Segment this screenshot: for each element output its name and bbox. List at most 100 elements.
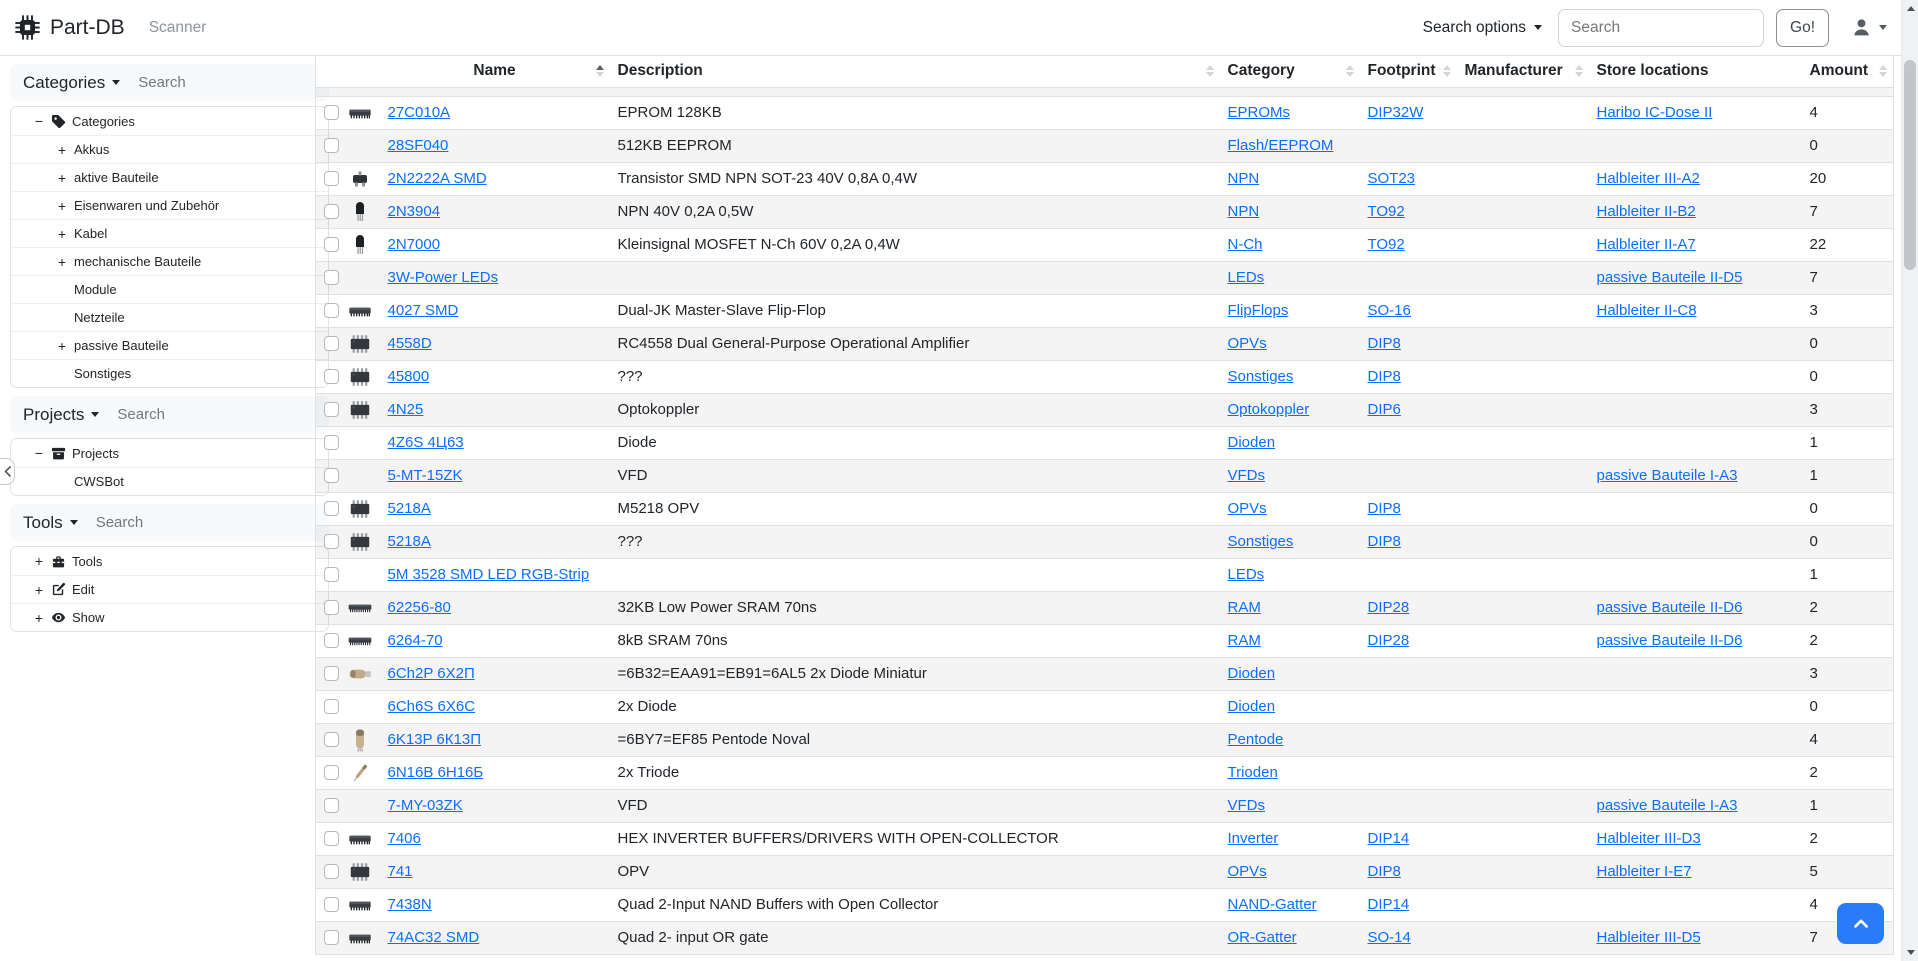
row-select-checkbox[interactable] [324, 270, 339, 285]
column-header-name[interactable]: Name [379, 56, 610, 88]
part-name-link[interactable]: 3W-Power LEDs [387, 269, 499, 286]
collapse-toggle-icon[interactable]: − [34, 113, 44, 129]
part-name-link[interactable]: 6264-70 [387, 632, 443, 649]
row-select-checkbox[interactable] [324, 171, 339, 186]
tree-item-kabel[interactable]: + Kabel [11, 219, 328, 247]
part-footprint-link[interactable]: SO-16 [1367, 302, 1411, 319]
column-header-amount[interactable]: Amount [1801, 56, 1894, 88]
tree-item-projects[interactable]: − Projects [11, 439, 328, 467]
part-footprint-link[interactable]: DIP8 [1367, 863, 1401, 880]
part-category-link[interactable]: VFDs [1227, 797, 1266, 814]
part-footprint-link[interactable]: DIP32W [1367, 104, 1424, 121]
scrollbar-up-arrow[interactable] [1902, 0, 1918, 17]
part-name-link[interactable]: 5M 3528 SMD LED RGB-Strip [387, 566, 590, 583]
part-footprint-link[interactable]: DIP28 [1367, 599, 1410, 616]
part-name-link[interactable]: 2N3904 [387, 203, 441, 220]
column-header-footprint[interactable]: Footprint [1359, 56, 1457, 88]
scrollbar-down-arrow[interactable] [1902, 944, 1918, 961]
column-header-manufacturer[interactable]: Manufacturer [1456, 56, 1589, 88]
part-name-link[interactable]: 7406 [387, 830, 421, 847]
column-header-store_locations[interactable]: Store locations [1588, 56, 1802, 88]
part-category-link[interactable]: Inverter [1227, 830, 1279, 847]
part-name-link[interactable]: 7-MY-03ZK [387, 797, 463, 814]
part-category-link[interactable]: NPN [1227, 203, 1260, 220]
part-category-link[interactable]: OPVs [1227, 500, 1267, 517]
part-name-link[interactable]: 62256-80 [387, 599, 451, 616]
part-category-link[interactable]: Pentode [1227, 731, 1284, 748]
row-select-checkbox[interactable] [324, 600, 339, 615]
part-store-location-link[interactable]: Halbleiter II-B2 [1596, 203, 1696, 220]
global-search-input[interactable] [1558, 8, 1765, 47]
part-category-link[interactable]: NAND-Gatter [1227, 896, 1317, 913]
expand-toggle-icon[interactable]: + [57, 141, 67, 158]
tree-item-cwsbot[interactable]: +CWSBot [11, 467, 328, 495]
part-category-link[interactable]: OPVs [1227, 335, 1267, 352]
part-store-location-link[interactable]: passive Bauteile II-D5 [1596, 269, 1743, 286]
categories-dropdown-toggle[interactable]: Categories [23, 73, 121, 93]
projects-dropdown-toggle[interactable]: Projects [23, 405, 100, 425]
part-category-link[interactable]: Dioden [1227, 698, 1276, 715]
part-name-link[interactable]: 6K13P 6К13П [387, 731, 481, 748]
expand-toggle-icon[interactable]: + [57, 337, 67, 354]
part-name-link[interactable]: 4558D [387, 335, 432, 352]
tree-item-module[interactable]: +Module [11, 275, 328, 303]
part-name-link[interactable]: 5218A [387, 533, 431, 550]
expand-toggle-icon[interactable]: + [57, 169, 67, 186]
part-footprint-link[interactable]: DIP14 [1367, 830, 1410, 847]
part-footprint-link[interactable]: SOT23 [1367, 170, 1416, 187]
part-store-location-link[interactable]: passive Bauteile I-A3 [1596, 797, 1738, 814]
part-name-link[interactable]: 4Z6S 4Ц63 [387, 434, 464, 451]
part-name-link[interactable]: 4N25 [387, 401, 424, 418]
part-category-link[interactable]: N-Ch [1227, 236, 1263, 253]
part-name-link[interactable]: 28SF040 [387, 137, 449, 154]
search-go-button[interactable]: Go! [1776, 8, 1829, 47]
row-select-checkbox[interactable] [324, 765, 339, 780]
part-name-link[interactable]: 2N7000 [387, 236, 441, 253]
row-select-checkbox[interactable] [324, 633, 339, 648]
part-store-location-link[interactable]: Halbleiter III-D3 [1596, 830, 1701, 847]
part-store-location-link[interactable]: Halbleiter I-E7 [1596, 863, 1692, 880]
user-menu-dropdown[interactable] [1851, 17, 1887, 38]
tree-item-aktive-bauteile[interactable]: + aktive Bauteile [11, 163, 328, 191]
row-select-checkbox[interactable] [324, 897, 339, 912]
row-select-checkbox[interactable] [324, 402, 339, 417]
tree-item-eisenwaren-und-zubeh-r[interactable]: + Eisenwaren und Zubehör [11, 191, 328, 219]
part-footprint-link[interactable]: DIP6 [1367, 401, 1401, 418]
search-options-dropdown[interactable]: Search options [1423, 19, 1543, 37]
part-category-link[interactable]: Dioden [1227, 665, 1276, 682]
row-select-checkbox[interactable] [324, 105, 339, 120]
part-name-link[interactable]: 741 [387, 863, 413, 880]
app-brand[interactable]: Part-DB [14, 14, 125, 41]
expand-toggle-icon[interactable]: + [34, 553, 44, 569]
part-footprint-link[interactable]: DIP8 [1367, 500, 1401, 517]
part-name-link[interactable]: 6N16B 6Н16Б [387, 764, 484, 781]
part-store-location-link[interactable]: Haribo IC-Dose II [1596, 104, 1713, 121]
row-select-checkbox[interactable] [324, 204, 339, 219]
tree-item-show[interactable]: + Show [11, 603, 328, 631]
row-select-checkbox[interactable] [324, 699, 339, 714]
tree-item-passive-bauteile[interactable]: + passive Bauteile [11, 331, 328, 359]
part-category-link[interactable]: OPVs [1227, 863, 1267, 880]
part-store-location-link[interactable]: Halbleiter III-D5 [1596, 929, 1701, 946]
tree-item-tools[interactable]: + Tools [11, 547, 328, 575]
tree-item-sonstiges[interactable]: +Sonstiges [11, 359, 328, 387]
part-store-location-link[interactable]: passive Bauteile II-D6 [1596, 599, 1743, 616]
back-to-top-button[interactable] [1837, 903, 1884, 944]
row-select-checkbox[interactable] [324, 534, 339, 549]
expand-toggle-icon[interactable]: + [57, 197, 67, 214]
part-category-link[interactable]: Optokoppler [1227, 401, 1310, 418]
column-header-description[interactable]: Description [609, 56, 1220, 88]
part-name-link[interactable]: 6Ch6S 6Х6С [387, 698, 476, 715]
row-select-checkbox[interactable] [324, 303, 339, 318]
part-category-link[interactable]: EPROMs [1227, 104, 1291, 121]
part-category-link[interactable]: Flash/EEPROM [1227, 137, 1334, 154]
part-category-link[interactable]: Dioden [1227, 434, 1276, 451]
part-name-link[interactable]: 4027 SMD [387, 302, 459, 319]
part-footprint-link[interactable]: DIP14 [1367, 896, 1410, 913]
row-select-checkbox[interactable] [324, 864, 339, 879]
part-category-link[interactable]: NPN [1227, 170, 1260, 187]
tree-item-mechanische-bauteile[interactable]: + mechanische Bauteile [11, 247, 328, 275]
part-category-link[interactable]: Trioden [1227, 764, 1278, 781]
part-name-link[interactable]: 74AC32 SMD [387, 929, 480, 946]
row-select-checkbox[interactable] [324, 666, 339, 681]
